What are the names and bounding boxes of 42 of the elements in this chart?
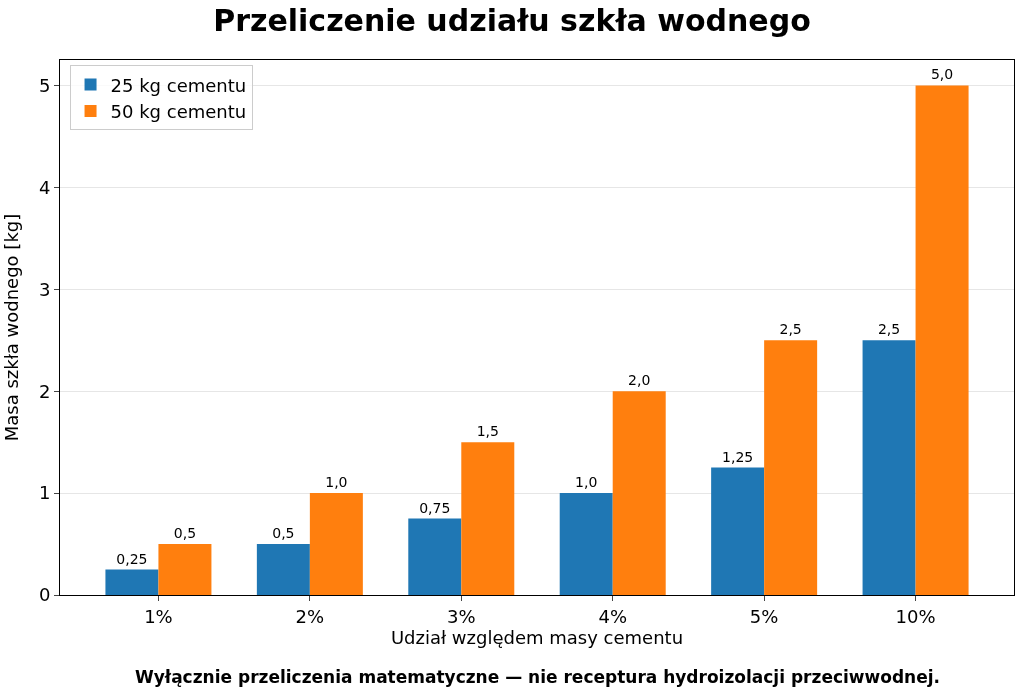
legend-label: 25 kg cementu <box>110 74 247 96</box>
bar <box>612 391 666 595</box>
data-label: 2,5 <box>779 321 802 338</box>
y-axis-title: Masa szkła wodnego [kg] <box>1 213 23 442</box>
y-tick-label: 4 <box>38 176 51 198</box>
bar <box>764 340 818 595</box>
bar <box>256 544 310 595</box>
x-tick-label: 3% <box>447 605 476 627</box>
bar <box>711 467 765 595</box>
bar <box>309 493 363 595</box>
y-tick-label: 0 <box>38 584 51 606</box>
text: Wyłącznie przeliczenia matematyczne — nie receptura hydroizolacji przeciwwodnej. <box>135 667 940 687</box>
y-tick-label: 1 <box>38 482 51 504</box>
y-tick-label: 2 <box>38 380 51 402</box>
bar <box>105 569 159 595</box>
data-label: 1,25 <box>722 448 754 465</box>
y-tick-label: 5 <box>38 74 51 96</box>
legend-label: 50 kg cementu <box>110 100 247 122</box>
x-axis-title: Udział względem masy cementu <box>390 626 684 648</box>
bar <box>408 518 462 595</box>
x-tick-label: 4% <box>598 605 627 627</box>
bar <box>461 442 515 595</box>
data-label: 0,25 <box>116 550 148 567</box>
data-label: 0,75 <box>419 499 451 516</box>
x-tick-label: 1% <box>144 605 173 627</box>
bar <box>559 493 613 595</box>
bar <box>158 544 212 595</box>
bar <box>915 85 969 595</box>
x-tick-label: 2% <box>295 605 325 627</box>
data-label: 2,5 <box>877 321 901 338</box>
chart-title: Przeliczenie udziału szkła wodnego <box>213 3 811 39</box>
data-label: 2,0 <box>628 372 651 389</box>
y-tick-label: 3 <box>38 278 51 300</box>
data-label: 1,0 <box>575 474 598 491</box>
data-label: 0,5 <box>173 525 197 542</box>
data-label: 5,0 <box>930 66 954 83</box>
data-label: 1,0 <box>325 474 348 491</box>
x-tick-label: 5% <box>749 605 779 627</box>
bar <box>862 340 916 595</box>
data-label: 0,5 <box>272 525 295 542</box>
data-label: 1,5 <box>476 423 499 440</box>
x-tick-label: 10% <box>895 605 936 627</box>
